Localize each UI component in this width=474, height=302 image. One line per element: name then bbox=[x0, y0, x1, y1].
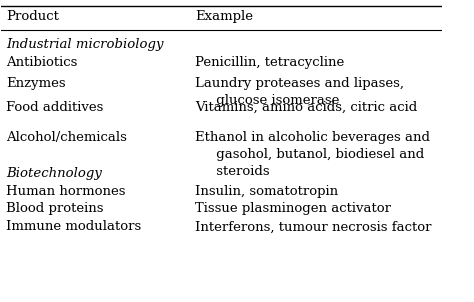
Text: Laundry proteases and lipases,
     glucose isomerase: Laundry proteases and lipases, glucose i… bbox=[195, 77, 404, 107]
Text: Biotechnology: Biotechnology bbox=[6, 167, 101, 180]
Text: Ethanol in alcoholic beverages and
     gasohol, butanol, biodiesel and
     ste: Ethanol in alcoholic beverages and gasoh… bbox=[195, 131, 430, 178]
Text: Antibiotics: Antibiotics bbox=[6, 56, 77, 69]
Text: Tissue plasminogen activator: Tissue plasminogen activator bbox=[195, 202, 391, 215]
Text: Immune modulators: Immune modulators bbox=[6, 220, 141, 233]
Text: Interferons, tumour necrosis factor: Interferons, tumour necrosis factor bbox=[195, 220, 432, 233]
Text: Enzymes: Enzymes bbox=[6, 77, 65, 90]
Text: Alcohol/chemicals: Alcohol/chemicals bbox=[6, 131, 127, 144]
Text: Human hormones: Human hormones bbox=[6, 185, 125, 198]
Text: Product: Product bbox=[6, 10, 59, 23]
Text: Vitamins, amino acids, citric acid: Vitamins, amino acids, citric acid bbox=[195, 101, 418, 114]
Text: Insulin, somatotropin: Insulin, somatotropin bbox=[195, 185, 338, 198]
Text: Penicillin, tetracycline: Penicillin, tetracycline bbox=[195, 56, 345, 69]
Text: Example: Example bbox=[195, 10, 253, 23]
Text: Blood proteins: Blood proteins bbox=[6, 202, 103, 215]
Text: Food additives: Food additives bbox=[6, 101, 103, 114]
Text: Industrial microbiology: Industrial microbiology bbox=[6, 38, 164, 51]
